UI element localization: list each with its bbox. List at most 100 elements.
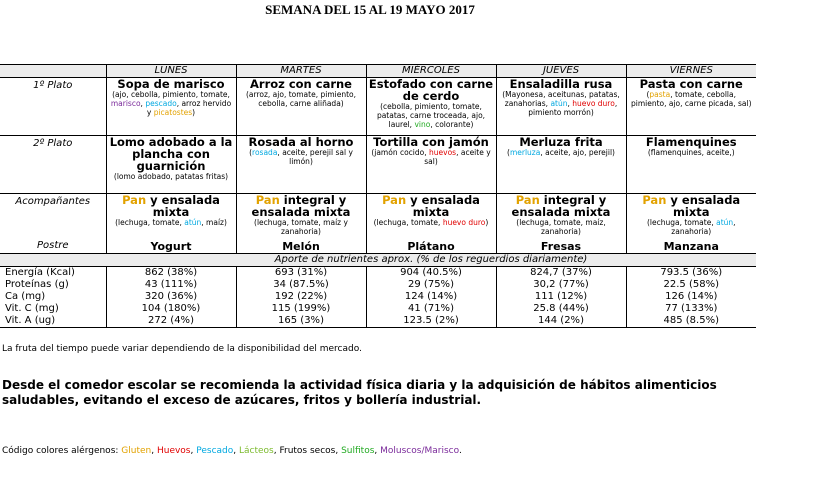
nutrients-header-row: Aporte de nutrientes aprox. (% de los re… bbox=[0, 252, 756, 267]
bread-word: Pan bbox=[515, 193, 540, 207]
second-course-label: 2º Plato bbox=[0, 135, 106, 194]
dish-name: Estofado con carne de cerdo bbox=[368, 77, 494, 103]
nutrient-value: 111 (12%) bbox=[495, 290, 626, 303]
nutrient-value: 165 (3%) bbox=[235, 314, 366, 328]
nutrient-label: Vit. A (ug) bbox=[0, 314, 106, 328]
ingredients-text: (lechuga, tomate, huevo duro) bbox=[373, 218, 489, 227]
second-course-cell: Rosada al horno (rosada, aceite, perejil … bbox=[235, 135, 366, 194]
ingredients-text: (flamenquines, aceite,) bbox=[647, 148, 735, 157]
nutrient-value: 124 (14%) bbox=[365, 290, 496, 303]
nutrient-value: 192 (22%) bbox=[235, 290, 366, 303]
nutrient-label: Energía (Kcal) bbox=[5, 266, 75, 278]
dish-name: Pan integral y ensalada mixta bbox=[511, 193, 611, 219]
nutrient-value: 41 (71%) bbox=[365, 302, 496, 315]
market-note: La fruta del tiempo puede variar dependi… bbox=[2, 344, 362, 354]
sides-cell: Pan integral y ensalada mixta (lechuga, t… bbox=[235, 193, 366, 240]
dessert-thursday: Fresas bbox=[495, 239, 626, 253]
nutrient-value: 824,7 (37%) bbox=[495, 266, 626, 279]
first-course-cell: Pasta con carne (pasta, tomate, cebolla, … bbox=[625, 77, 756, 136]
dish-name: Pan y ensalada mixta bbox=[642, 193, 741, 219]
nutrient-value: 43 (111%) bbox=[105, 278, 236, 291]
sides-label: Acompañantes bbox=[0, 193, 106, 240]
legend-prefix: Código colores alérgenos: bbox=[2, 446, 122, 456]
day-monday: LUNES bbox=[105, 64, 236, 78]
first-course-label: 1º Plato bbox=[33, 80, 73, 91]
first-course-cell: Arroz con carne (arroz, ajo, tomate, pimi… bbox=[235, 77, 366, 136]
legend-sulfitos: Sulfitos bbox=[341, 446, 375, 456]
nutrient-label: Proteínas (g) bbox=[5, 278, 69, 290]
nutrient-value: 904 (40.5%) bbox=[365, 266, 496, 279]
nutrient-row: Energía (Kcal) 862 (38%) 693 (31%) 904 (40.… bbox=[0, 266, 756, 279]
nutrient-row: Vit. C (mg) 104 (180%) 115 (199%) 41 (71%) 2… bbox=[0, 302, 756, 315]
dish-name: Merluza frita bbox=[519, 135, 603, 149]
nutrient-value: 77 (133%) bbox=[625, 302, 756, 315]
ingredients-text: (jamón cocido, huevos, aceite y sal) bbox=[371, 148, 491, 166]
first-course-row: 1º Plato Sopa de marisco (ajo, cebolla, p… bbox=[0, 77, 756, 136]
dish-name: Pan y ensalada mixta bbox=[122, 193, 220, 219]
dish-name: Flamenquines bbox=[645, 135, 737, 149]
dessert-tuesday: Melón bbox=[235, 239, 366, 253]
nutrient-value: 126 (14%) bbox=[625, 290, 756, 303]
day-header-row: LUNES MARTES MIÉRCOLES JUEVES VIERNES bbox=[0, 64, 756, 78]
nutrient-row: Ca (mg) 320 (36%) 192 (22%) 124 (14%) 111 (1… bbox=[0, 290, 756, 303]
bread-word: Pan bbox=[642, 193, 667, 207]
nutrient-value: 793.5 (36%) bbox=[625, 266, 756, 279]
bread-word: Pan bbox=[255, 193, 280, 207]
nutrient-value: 320 (36%) bbox=[105, 290, 236, 303]
dessert-friday: Manzana bbox=[625, 239, 756, 253]
ingredients-text: (lechuga, tomate, atún, zanahoria) bbox=[646, 218, 736, 236]
second-course-cell: Lomo adobado a la plancha con guarnición… bbox=[105, 135, 236, 194]
legend-lacteos: Lácteos bbox=[238, 446, 274, 456]
dessert-label: Postre bbox=[36, 239, 69, 251]
ingredients-text: (arroz, ajo, tomate, pimiento, cebolla, … bbox=[246, 90, 356, 108]
second-course-cell: Flamenquines (flamenquines, aceite,) bbox=[625, 135, 756, 194]
ingredients-text: (cebolla, pimiento, tomate, patatas, car… bbox=[376, 102, 486, 129]
dish-name: Pasta con carne bbox=[639, 77, 743, 91]
nutrient-label: Vit. C (mg) bbox=[5, 302, 59, 314]
first-course-cell: Sopa de marisco (ajo, cebolla, pimiento, … bbox=[105, 77, 236, 136]
allergen-legend: Código colores alérgenos: Gluten, Huevos… bbox=[2, 446, 462, 456]
dish-name: Tortilla con jamón bbox=[373, 135, 489, 149]
second-course-row: 2º Plato Lomo adobado a la plancha con g… bbox=[0, 135, 756, 194]
nutrient-row: Vit. A (ug) 272 (4%) 165 (3%) 123.5 (2%) 144… bbox=[0, 314, 756, 328]
second-course-cell: Tortilla con jamón (jamón cocido, huevos,… bbox=[365, 135, 496, 194]
legend-pescado: Pescado bbox=[196, 446, 234, 456]
dish-name: Arroz con carne bbox=[250, 77, 352, 91]
dessert-monday: Yogurt bbox=[105, 239, 236, 253]
sides-cell: Pan y ensalada mixta (lechuga, tomate, hu… bbox=[365, 193, 496, 240]
ingredients-text: (merluza, aceite, ajo, perejil) bbox=[507, 148, 615, 157]
nutrient-value: 272 (4%) bbox=[105, 314, 236, 328]
dish-name: Pan integral y ensalada mixta bbox=[251, 193, 351, 219]
legend-huevos: Huevos bbox=[156, 446, 191, 456]
dessert-wednesday: Plátano bbox=[365, 239, 496, 253]
second-course-cell: Merluza frita (merluza, aceite, ajo, pere… bbox=[495, 135, 626, 194]
day-friday: VIERNES bbox=[625, 64, 756, 78]
nutrient-value: 30,2 (77%) bbox=[495, 278, 626, 291]
dish-name: Ensaladilla rusa bbox=[509, 77, 613, 91]
sides-cell: Pan y ensalada mixta (lechuga, tomate, at… bbox=[105, 193, 236, 240]
nutrient-row: Proteínas (g) 43 (111%) 34 (87.5%) 29 (75%)… bbox=[0, 278, 756, 291]
day-tuesday: MARTES bbox=[235, 64, 366, 78]
nutrient-value: 485 (8.5%) bbox=[625, 314, 756, 328]
nutrient-value: 25.8 (44%) bbox=[495, 302, 626, 315]
menu-table: LUNES MARTES MIÉRCOLES JUEVES VIERNES 1º… bbox=[0, 64, 756, 328]
page-title: SEMANA DEL 15 AL 19 MAYO 2017 bbox=[265, 2, 475, 17]
nutrient-value: 144 (2%) bbox=[495, 314, 626, 328]
legend-frutos: Frutos secos bbox=[279, 446, 336, 456]
dish-name: Sopa de marisco bbox=[117, 77, 225, 91]
recommendation-text: Desde el comedor escolar se recomienda l… bbox=[2, 378, 717, 407]
ingredients-text: (Mayonesa, aceitunas, patatas, zanahoria… bbox=[502, 90, 620, 117]
dish-name: Rosada al horno bbox=[248, 135, 354, 149]
sides-cell: Pan integral y ensalada mixta (lechuga, t… bbox=[495, 193, 626, 240]
ingredients-text: (lechuga, tomate, atún, maíz) bbox=[115, 218, 227, 227]
sides-row: Acompañantes Pan y ensalada mixta (lechug… bbox=[0, 193, 756, 240]
nutrient-value: 29 (75%) bbox=[365, 278, 496, 291]
ingredients-text: (lechuga, tomate, maíz y zanahoria) bbox=[254, 218, 348, 236]
nutrients-body: Energía (Kcal) 862 (38%) 693 (31%) 904 (40.… bbox=[0, 266, 756, 328]
dish-name: Pan y ensalada mixta bbox=[382, 193, 480, 219]
empty-corner bbox=[0, 64, 106, 78]
nutrient-value: 22.5 (58%) bbox=[625, 278, 756, 291]
legend-gluten: Gluten bbox=[121, 446, 152, 456]
nutrient-value: 693 (31%) bbox=[235, 266, 366, 279]
nutrient-value: 104 (180%) bbox=[105, 302, 236, 315]
